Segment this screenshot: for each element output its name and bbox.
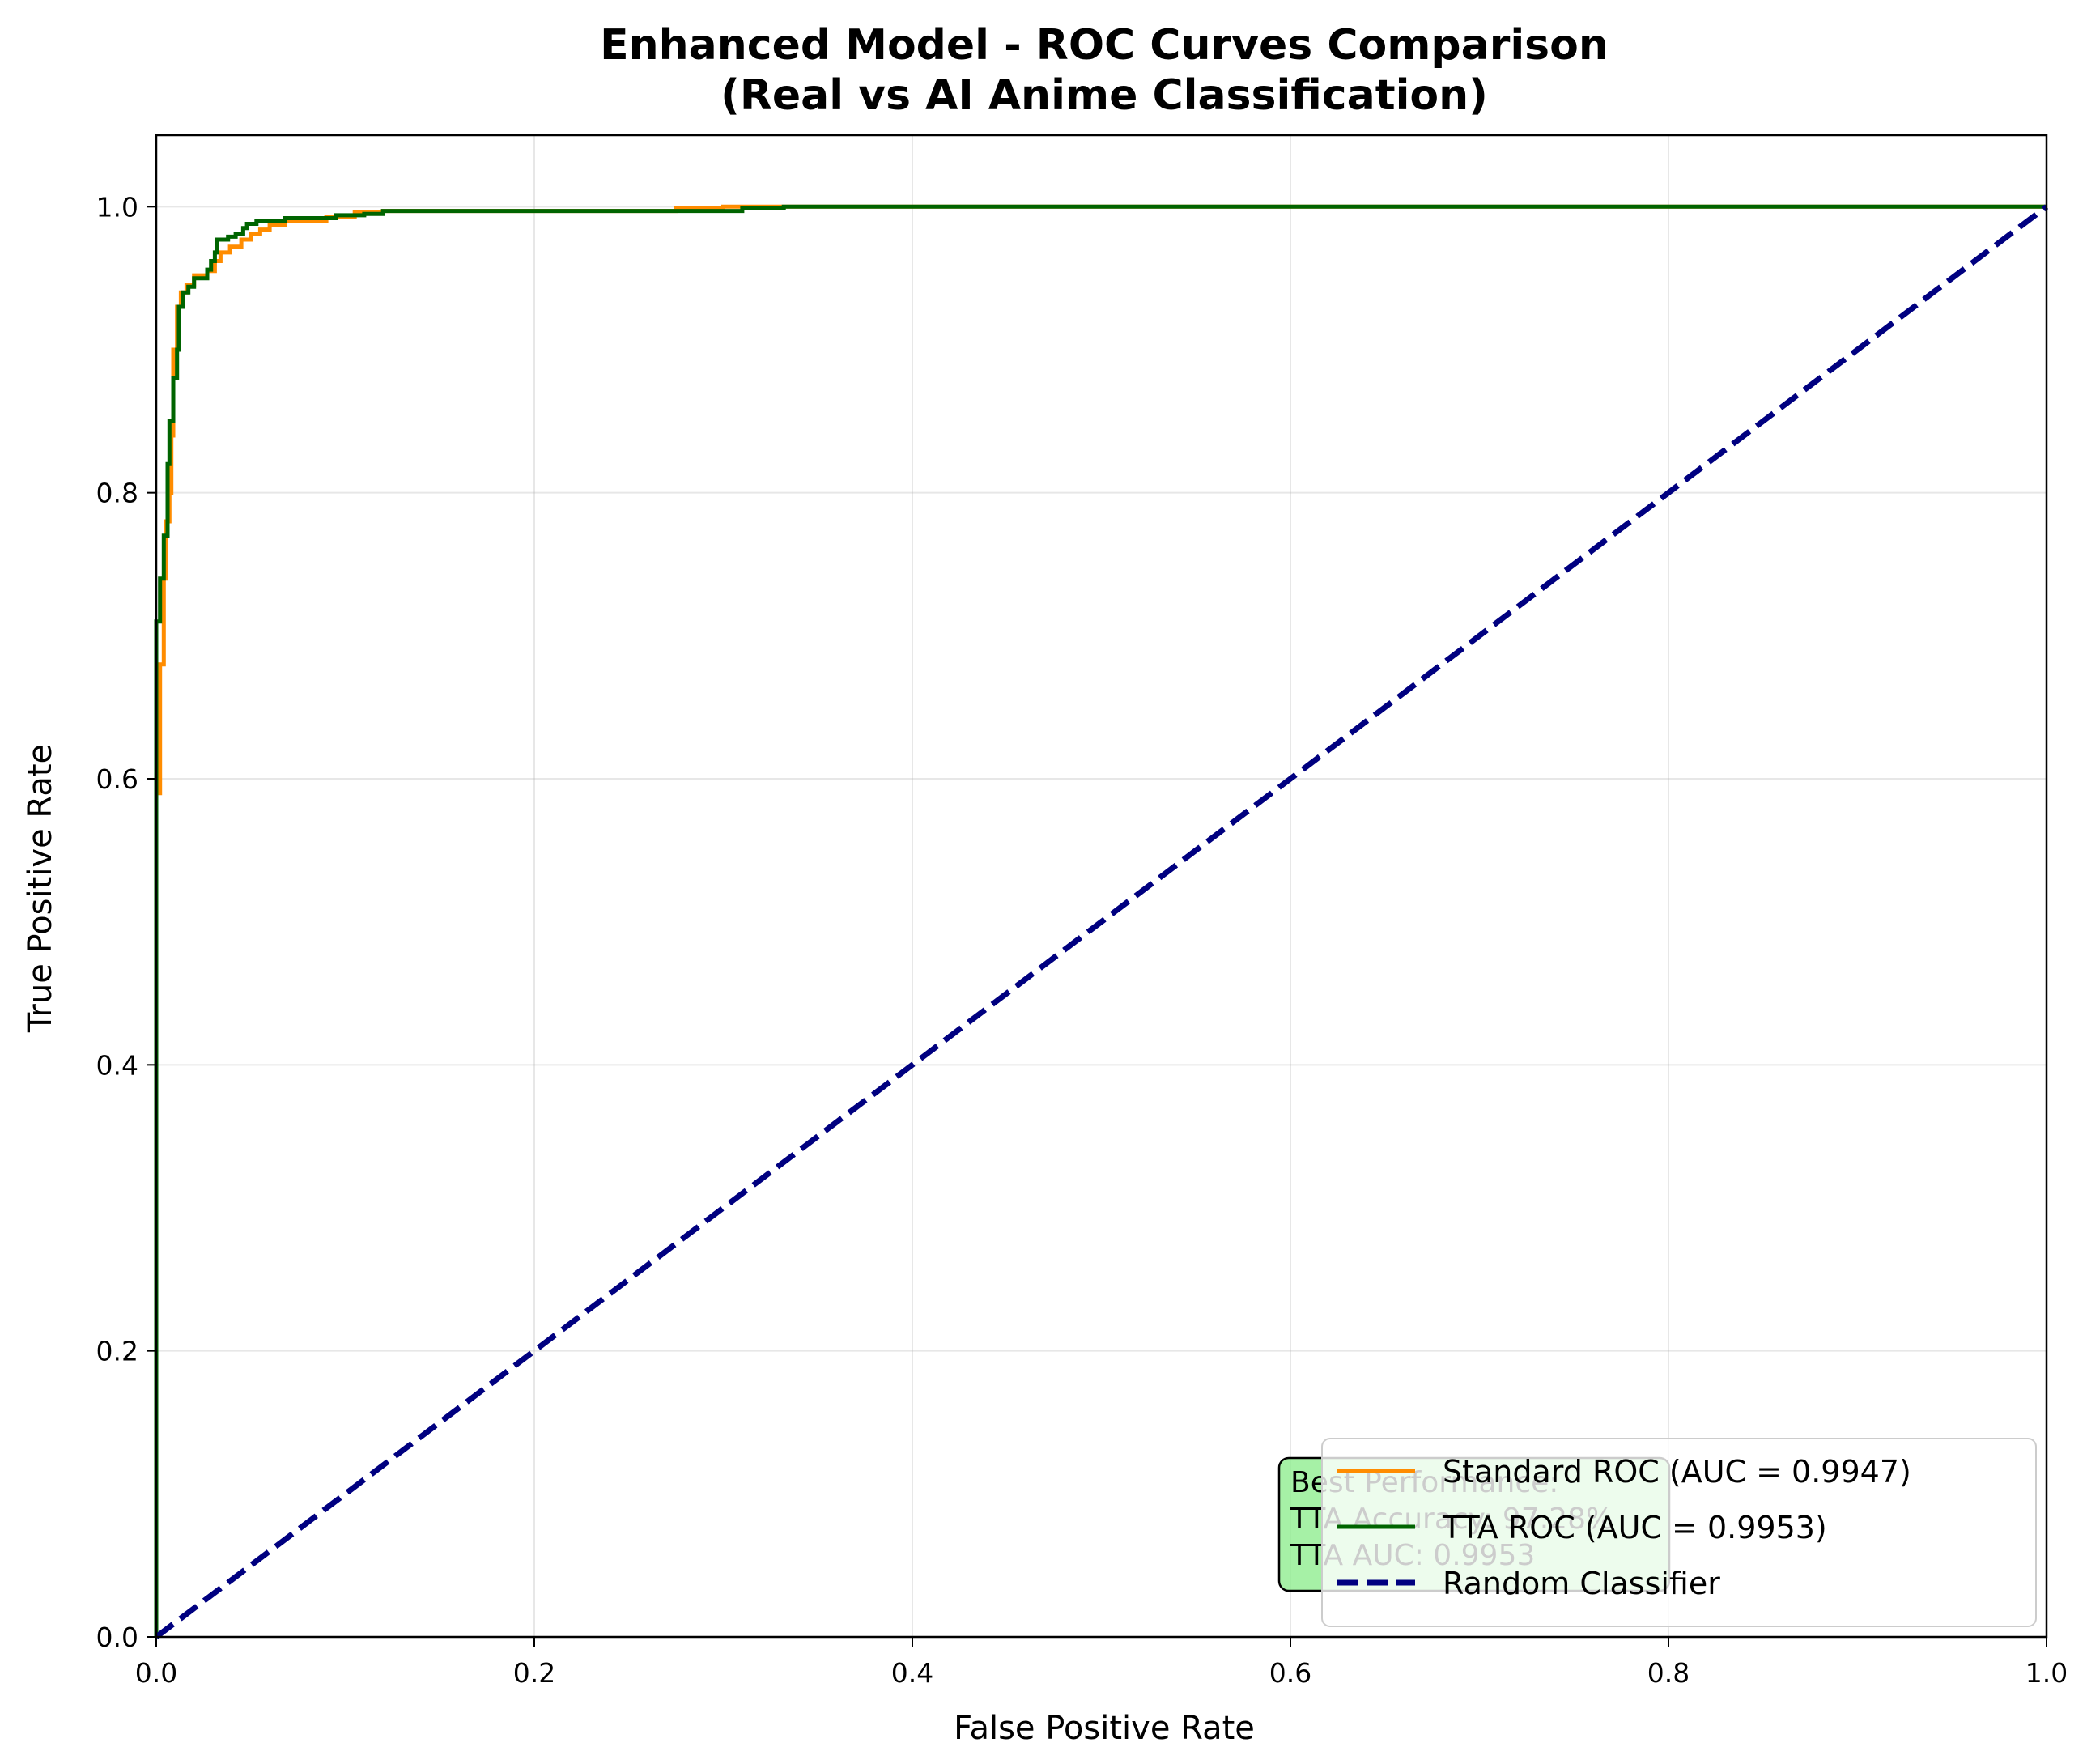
- legend-label: TTA ROC (AUC = 0.9953): [1442, 1510, 1827, 1545]
- y-tick-label: 0.4: [96, 1049, 138, 1081]
- y-tick-label: 0.8: [96, 478, 138, 509]
- plot-frame: [155, 134, 2048, 1639]
- y-tick-label: 0.0: [96, 1622, 138, 1653]
- x-axis-label: False Positive Rate: [954, 1710, 1255, 1747]
- chart-title: Enhanced Model - ROC Curves Comparison: [600, 21, 1609, 70]
- x-tick-label: 0.2: [513, 1657, 555, 1689]
- y-axis-label: True Positive Rate: [22, 744, 59, 1033]
- grid: [155, 135, 2047, 1638]
- y-tick-label: 1.0: [96, 191, 138, 223]
- legend-label: Standard ROC (AUC = 0.9947): [1443, 1454, 1911, 1490]
- series-line-random-classifier: [154, 204, 2049, 1639]
- legend: Standard ROC (AUC = 0.9947) TTA ROC (AUC …: [1321, 1438, 2037, 1627]
- series-lines: [154, 204, 2049, 1639]
- legend-frame: [1321, 1438, 2037, 1627]
- series-line-tta-roc: [154, 204, 2047, 1637]
- x-tick-label: 0.8: [1647, 1657, 1690, 1689]
- axes: 0.0 0.2 0.4 0.6 0.8 1.0 0.0 0.2 0.4 0.6 0.8 1.0: [96, 134, 2068, 1689]
- x-tick-label: 0.4: [891, 1657, 933, 1689]
- x-tick-label: 1.0: [2025, 1657, 2068, 1689]
- x-tick-label: 0.0: [135, 1657, 177, 1689]
- y-tick-label: 0.2: [96, 1336, 138, 1367]
- chart-subtitle: (Real vs AI Anime Classification): [720, 71, 1488, 120]
- x-tick-label: 0.6: [1269, 1657, 1311, 1689]
- y-tick-label: 0.6: [96, 763, 138, 795]
- legend-label: Random Classifier: [1443, 1566, 1720, 1601]
